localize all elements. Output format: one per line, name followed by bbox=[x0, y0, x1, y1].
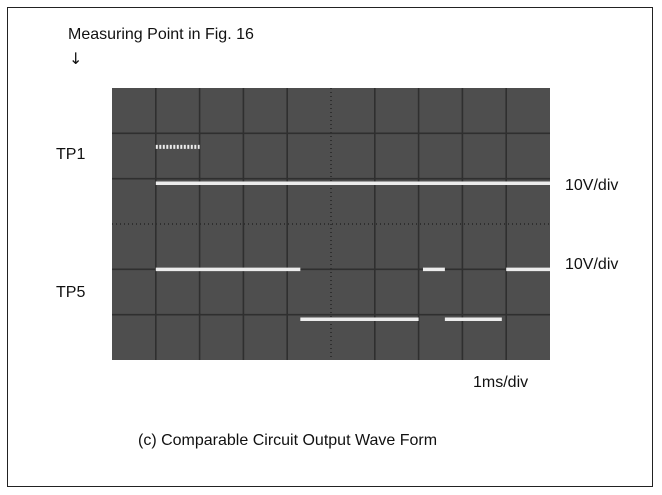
scope-grid bbox=[112, 88, 550, 360]
tp1-label: TP1 bbox=[56, 146, 86, 163]
figure-caption: (c) Comparable Circuit Output Wave Form bbox=[138, 432, 438, 449]
scope-traces bbox=[155, 144, 550, 321]
measuring-point-label: Measuring Point in Fig. 16 bbox=[68, 26, 254, 43]
tp5-label: TP5 bbox=[56, 284, 86, 301]
oscilloscope-screen bbox=[112, 88, 550, 360]
oscilloscope-graph bbox=[112, 88, 550, 360]
tp1-scale-label: 10V/div bbox=[565, 177, 619, 194]
timebase-label: 1ms/div bbox=[473, 374, 529, 391]
down-arrow-icon: ↓ bbox=[69, 49, 83, 68]
tp5-scale-label: 10V/div bbox=[565, 256, 619, 273]
